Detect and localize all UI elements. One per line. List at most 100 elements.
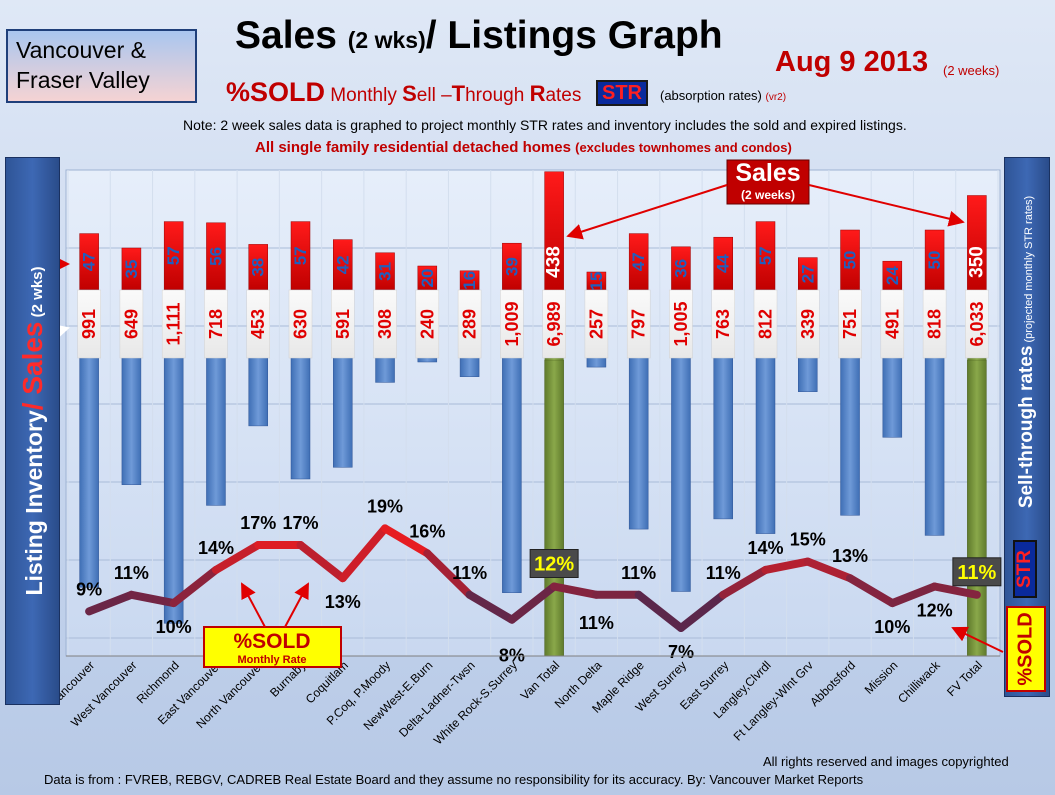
sold-vertical-label: %SOLD — [1014, 612, 1037, 686]
inventory-label-box — [77, 289, 101, 359]
scope-main: All single family residential detached h… — [255, 139, 576, 156]
inventory-label-box — [542, 289, 566, 359]
sold-value-label: 13% — [325, 592, 361, 612]
sales-value-label: 39 — [502, 257, 521, 276]
sales-value-label: 47 — [629, 252, 648, 271]
sales-value-label: 15 — [587, 272, 606, 291]
total-inventory-bar — [967, 359, 987, 657]
absorption-note: (absorption rates) (vr2) — [660, 88, 786, 103]
right-axis-title: Sell-through rates (projected monthly ST… — [1016, 195, 1038, 507]
sales-value-label: 47 — [80, 252, 99, 271]
inventory-value-label: 797 — [629, 309, 649, 339]
sales-value-label: 438 — [544, 246, 565, 278]
sold-line-segment — [888, 582, 939, 608]
sold-line-segment — [465, 590, 516, 624]
sales-value-label: 57 — [756, 246, 775, 265]
bars — [77, 171, 989, 657]
subtitle-s: S — [402, 81, 417, 106]
category-tick-label: FV Total — [944, 658, 985, 699]
sold-value-label: 17% — [240, 513, 276, 533]
right-axis-main: Sell-through rates — [1016, 345, 1037, 508]
inventory-value-label: 289 — [460, 309, 480, 339]
sales-callout-box — [726, 159, 810, 205]
sold-value-label: 16% — [409, 521, 445, 541]
sold-value-label: 12% — [917, 601, 953, 621]
sales-value-label: 27 — [798, 264, 817, 283]
sales-value-label: 35 — [122, 260, 141, 279]
inventory-label-box — [415, 289, 440, 359]
sales-value-label: 50 — [841, 251, 860, 270]
left-axis-slash: / — [16, 394, 48, 411]
str-badge: STR — [596, 80, 648, 106]
total-sold-label-box — [952, 557, 1002, 587]
inventory-label-box — [880, 289, 905, 359]
sales-value-label: 20 — [418, 269, 437, 288]
category-tick-label: Mission — [862, 658, 901, 697]
inventory-label-box — [119, 289, 144, 359]
inventory-label-box — [753, 289, 778, 359]
inventory-value-label: 751 — [840, 309, 860, 339]
inventory-label-box — [711, 289, 735, 359]
inventory-label-box — [584, 289, 609, 359]
sold-value-label: 11% — [452, 563, 487, 583]
inventory-value-label: 491 — [882, 309, 902, 339]
inventory-value-label: 818 — [925, 309, 945, 339]
inventory-value-label: 1,111 — [164, 302, 184, 345]
title-part-listings: / Listings Graph — [425, 14, 723, 57]
sold-value-label: 14% — [747, 538, 783, 558]
left-axis-inventory: Listing Inventory — [20, 410, 47, 596]
sold-value-label: 7% — [668, 642, 694, 662]
sales-value-label: 24 — [883, 266, 902, 285]
sales-value-label: 56 — [206, 247, 225, 266]
sold-vertical-badge: %SOLD — [1006, 606, 1046, 692]
inventory-value-label: 718 — [206, 309, 226, 339]
sales-value-label: 57 — [291, 246, 310, 265]
category-tick-label: Chilliwack — [895, 658, 943, 706]
sales-callout-arrow — [808, 184, 965, 227]
sales-callout-arrow — [566, 184, 728, 240]
sold-line-segment — [169, 565, 220, 608]
sales-value-label: 16 — [460, 271, 479, 290]
sold-callout-box — [203, 626, 342, 668]
region-line-1: Vancouver & — [16, 37, 146, 63]
sold-line-segment — [803, 557, 855, 583]
inventory-label-box — [288, 289, 313, 359]
left-axis-banner: Listing Inventory/ Sales (2 wks) — [5, 157, 60, 705]
inventory-value-label: 1,005 — [671, 301, 691, 346]
sales-value-label: 350 — [966, 246, 987, 278]
sold-axis-arrow — [951, 626, 1004, 653]
sold-line-segment — [634, 590, 685, 632]
inventory-value-label: 591 — [333, 309, 353, 339]
sold-line-segment — [296, 541, 347, 583]
sales-value-label: 44 — [714, 254, 733, 273]
inventory-value-label: 991 — [79, 309, 99, 339]
inventory-value-label: 763 — [713, 309, 733, 339]
inventory-label-box — [161, 289, 186, 359]
report-date-note: (2 weeks) — [943, 63, 1000, 78]
region-box: Vancouver & Fraser Valley — [6, 29, 197, 103]
sold-value-label: 15% — [790, 530, 826, 550]
sold-line-segment — [761, 557, 812, 574]
inventory-value-label: 1,009 — [502, 301, 522, 346]
inventory-label-box — [922, 289, 947, 359]
inventory-label-box — [838, 289, 862, 359]
subtitle-t: T — [451, 81, 466, 106]
page-title: Sales (2 wks)/ Listings Graph — [235, 14, 723, 58]
sold-line-segment — [676, 590, 728, 632]
str-vertical-badge: STR — [1013, 540, 1037, 598]
footer-source: Data is from : FVREB, REBGV, CADREB Real… — [44, 772, 864, 787]
inventory-label-box — [500, 289, 524, 359]
left-axis-title: Listing Inventory/ Sales (2 wks) — [17, 266, 49, 595]
region-line-2: Fraser Valley — [16, 67, 150, 93]
inventory-label-box — [796, 289, 820, 359]
sales-value-label: 42 — [333, 255, 352, 274]
left-axis-weeks: (2 wks) — [28, 266, 46, 322]
subtitle-monthly: Monthly — [325, 85, 403, 106]
sold-line-segment — [381, 524, 432, 558]
sold-value-label: 10% — [156, 617, 192, 637]
sold-line-segment — [930, 582, 981, 599]
subtitle-r: R — [529, 81, 546, 106]
sales-callout-subtitle: (2 weeks) — [741, 188, 795, 202]
